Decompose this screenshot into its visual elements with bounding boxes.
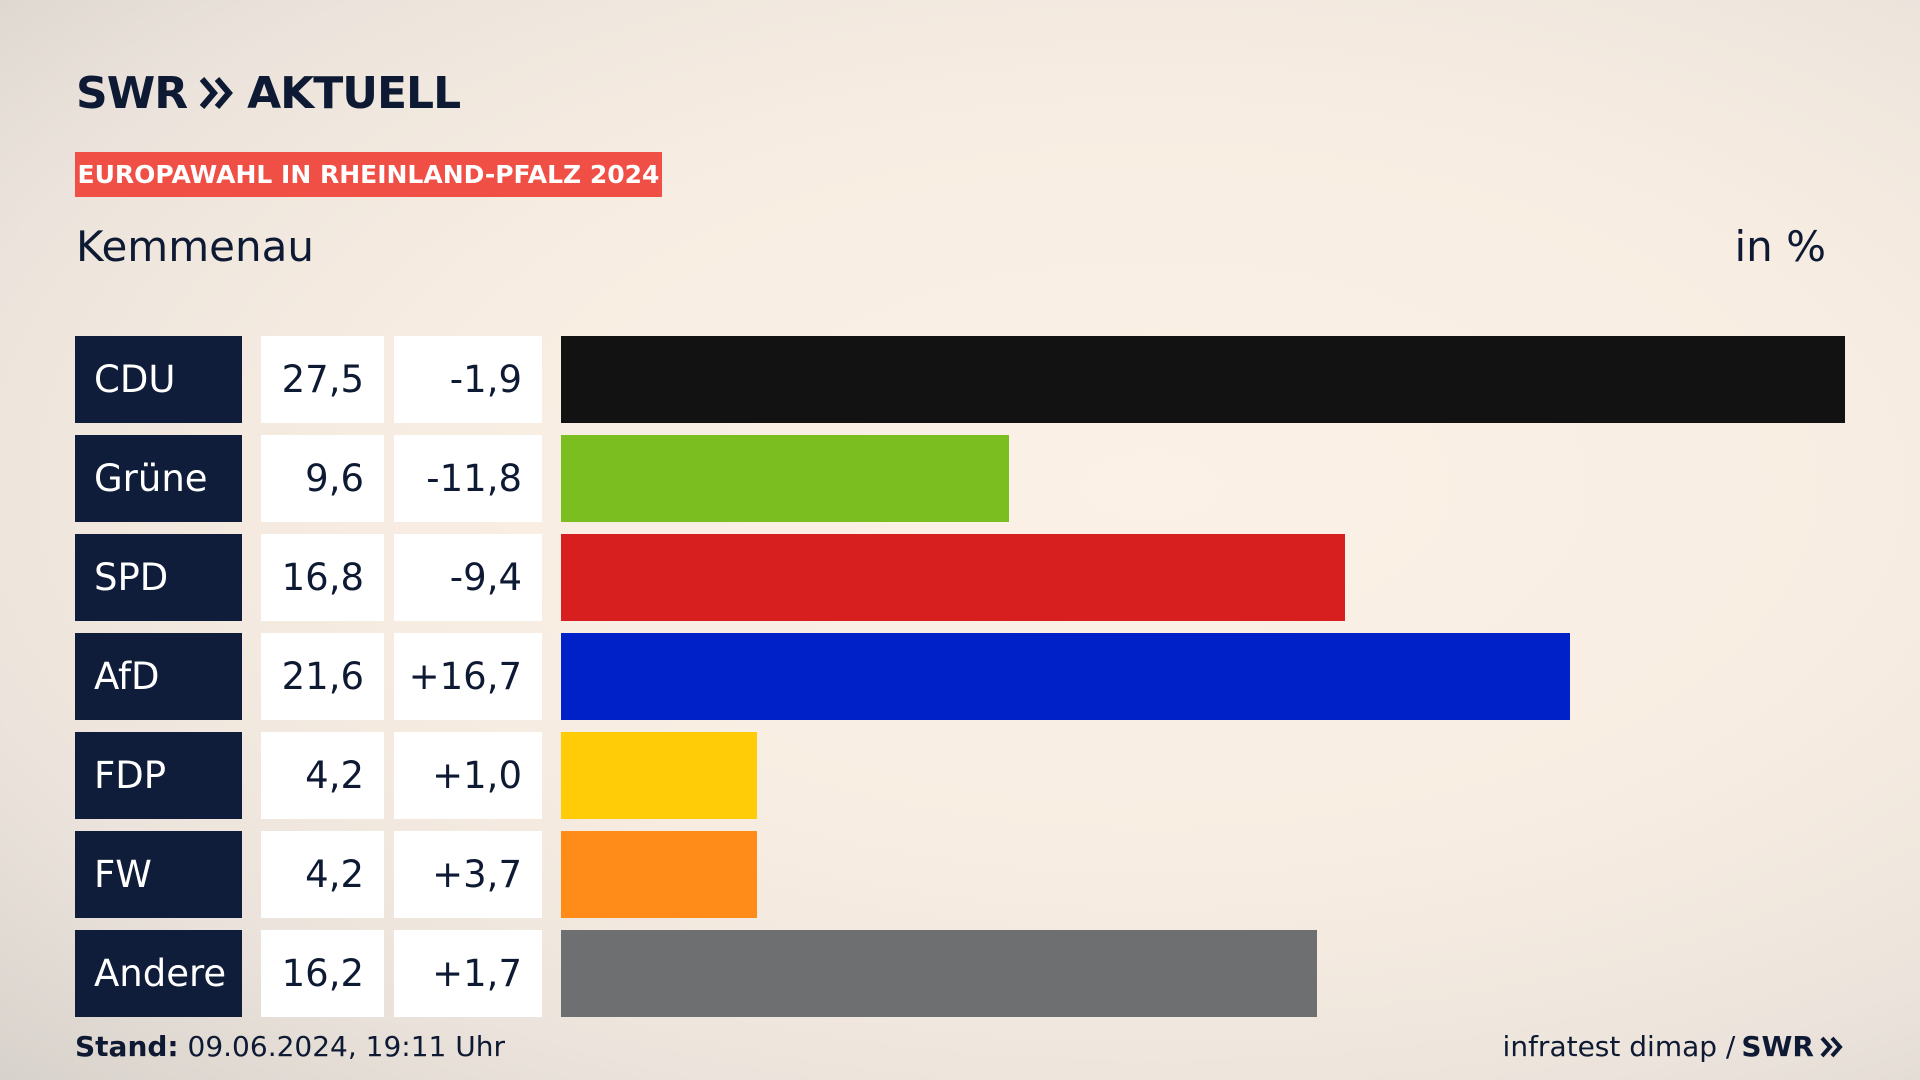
party-label-andere: Andere — [75, 930, 242, 1017]
value-label-andere: 16,2 — [261, 930, 384, 1017]
diff-label-gr-ne: -11,8 — [394, 435, 542, 522]
diff-label-cdu: -1,9 — [394, 336, 542, 423]
bar-afd — [561, 633, 1570, 720]
diff-label-fw: +3,7 — [394, 831, 542, 918]
diff-label-andere: +1,7 — [394, 930, 542, 1017]
value-label-fw: 4,2 — [261, 831, 384, 918]
unit-label: in % — [1734, 222, 1826, 271]
value-label-afd: 21,6 — [261, 633, 384, 720]
stand-label: Stand: — [75, 1030, 179, 1063]
bar-fdp — [561, 732, 757, 819]
bar-andere — [561, 930, 1317, 1017]
bar-spd — [561, 534, 1345, 621]
value-label-fdp: 4,2 — [261, 732, 384, 819]
value-label-gr-ne: 9,6 — [261, 435, 384, 522]
party-label-cdu: CDU — [75, 336, 242, 423]
logo-swr-text: SWR — [76, 67, 188, 119]
footer-swr-text: SWR — [1741, 1030, 1814, 1063]
party-label-fdp: FDP — [75, 732, 242, 819]
bar-gr-ne — [561, 435, 1009, 522]
party-label-gr-ne: Grüne — [75, 435, 242, 522]
party-label-fw: FW — [75, 831, 242, 918]
diff-label-spd: -9,4 — [394, 534, 542, 621]
swr-aktuell-logo: SWR AKTUELL — [76, 67, 461, 119]
party-label-spd: SPD — [75, 534, 242, 621]
bar-fw — [561, 831, 757, 918]
value-label-cdu: 27,5 — [261, 336, 384, 423]
stand-value: 09.06.2024, 19:11 Uhr — [187, 1030, 505, 1063]
footer-chevrons-icon — [1820, 1036, 1843, 1057]
source-credit: infratest dimap / SWR — [1503, 1030, 1844, 1063]
chevrons-icon — [199, 77, 234, 109]
logo-aktuell-text: AKTUELL — [247, 67, 461, 119]
party-label-afd: AfD — [75, 633, 242, 720]
value-label-spd: 16,8 — [261, 534, 384, 621]
diff-label-fdp: +1,0 — [394, 732, 542, 819]
timestamp: Stand: 09.06.2024, 19:11 Uhr — [75, 1030, 505, 1063]
bar-cdu — [561, 336, 1845, 423]
source-text: infratest dimap / — [1502, 1030, 1736, 1063]
diff-label-afd: +16,7 — [394, 633, 542, 720]
place-title: Kemmenau — [76, 222, 314, 271]
election-badge: EUROPAWAHL IN RHEINLAND-PFALZ 2024 — [75, 152, 662, 197]
